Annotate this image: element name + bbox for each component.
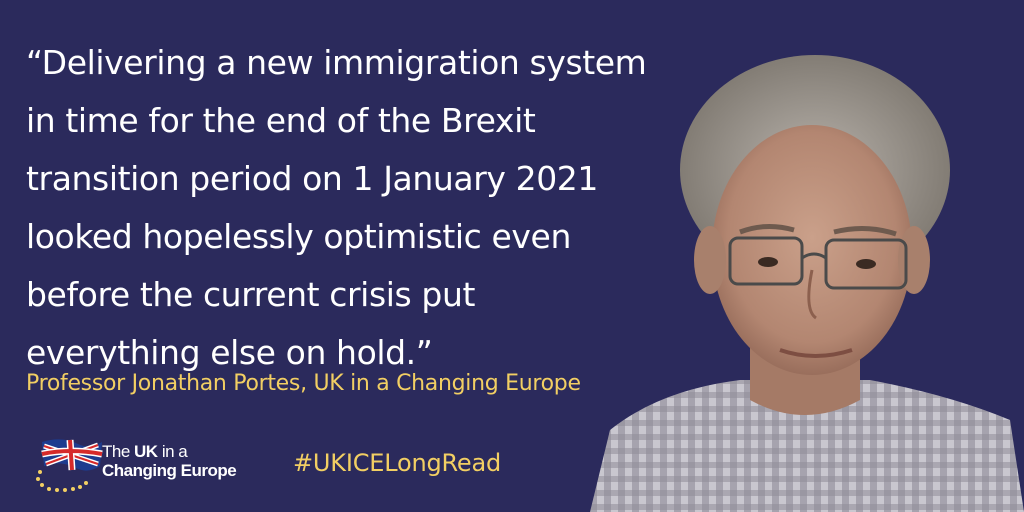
logo-wordmark: The UK in a Changing Europe: [102, 442, 237, 480]
quote-line: everything else on hold.”: [26, 333, 433, 372]
quote-line: transition period on 1 January 2021: [26, 159, 598, 198]
quote-line: before the current crisis put: [26, 275, 475, 314]
logo-line2: Changing Europe: [102, 461, 237, 480]
quote-line: looked hopelessly optimistic even: [26, 217, 571, 256]
quote-block: “Delivering a new immigration system in …: [26, 34, 726, 382]
logo-line1-prefix: The: [102, 442, 135, 461]
union-flag-logo-icon: [36, 439, 103, 492]
eu-stars-icon: [36, 470, 88, 492]
logo-line1-bold: UK: [134, 442, 158, 461]
quote-line: in time for the end of the Brexit: [26, 101, 536, 140]
logo-line1-suffix: in a: [157, 442, 188, 461]
quote-line: “Delivering a new immigration system: [26, 43, 647, 82]
ukice-logo: The UK in a Changing Europe: [32, 436, 262, 492]
hashtag: #UKICELongRead: [293, 449, 501, 477]
quote-attribution: Professor Jonathan Portes, UK in a Chang…: [26, 371, 581, 396]
portrait-photo: [590, 55, 1024, 512]
